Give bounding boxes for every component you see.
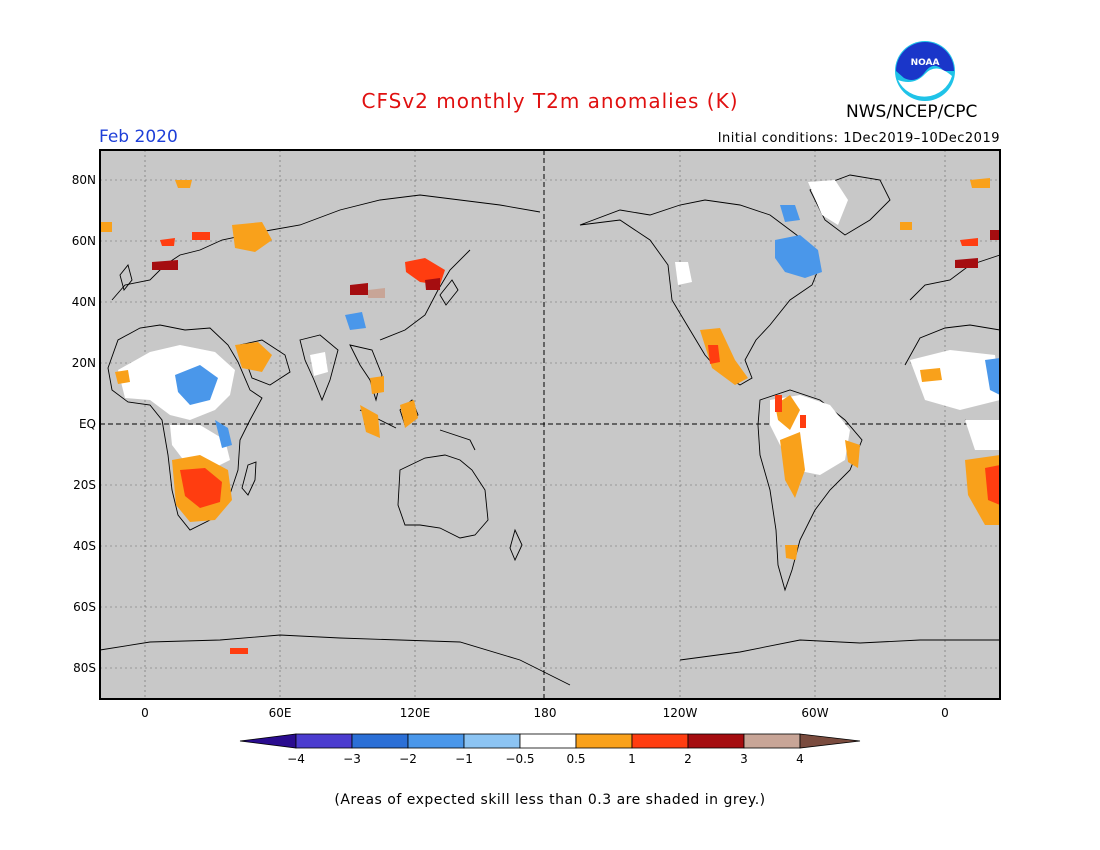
lat-label: 60S: [73, 600, 96, 614]
lat-label: EQ: [78, 417, 96, 431]
colorbar-tick: −3: [343, 752, 361, 766]
lat-label: 20N: [71, 356, 96, 370]
skill-footnote: (Areas of expected skill less than 0.3 a…: [334, 792, 766, 808]
lon-label: 60E: [268, 706, 292, 720]
colorbar-tick: −4: [287, 752, 305, 766]
colorbar-swatch: [295, 733, 353, 749]
colorbar-swatch-low-arrow: [239, 733, 297, 749]
noaa-logo-icon: NOAA: [895, 41, 955, 101]
colorbar-tick: 2: [684, 752, 692, 766]
lon-label: 60W: [801, 706, 829, 720]
lat-label: 40N: [71, 295, 96, 309]
org-label: NWS/NCEP/CPC: [846, 102, 978, 122]
initial-conditions-label: Initial conditions: 1Dec2019–10Dec2019: [717, 131, 1000, 146]
valid-month-label: Feb 2020: [99, 127, 178, 147]
colorbar-tick: −1: [455, 752, 473, 766]
lon-label: 120W: [662, 706, 698, 720]
map-frame: [99, 149, 1001, 700]
lon-label: 180: [533, 706, 557, 720]
colorbar-tick: 4: [796, 752, 804, 766]
lon-label: 0: [941, 706, 949, 720]
colorbar-swatch: [407, 733, 465, 749]
colorbar-tick: −2: [399, 752, 417, 766]
lon-label: 0: [141, 706, 149, 720]
colorbar-tick: −0.5: [505, 752, 535, 766]
colorbar-tick: 1: [628, 752, 636, 766]
lon-label: 120E: [399, 706, 431, 720]
cool-anomaly-regions: [175, 205, 1000, 448]
lat-label: 80S: [73, 661, 96, 675]
colorbar-tick: 3: [740, 752, 748, 766]
colorbar-swatch: [463, 733, 521, 749]
lat-label: 40S: [73, 539, 96, 553]
anomaly-shading: [100, 178, 1000, 654]
noaa-logo-text: NOAA: [911, 58, 940, 68]
map-title: CFSv2 monthly T2m anomalies (K): [361, 89, 739, 113]
colorbar-swatch: [631, 733, 689, 749]
strong-warm-regions: [160, 232, 1000, 654]
colorbar-swatch: [743, 733, 801, 749]
lat-label: 20S: [73, 478, 96, 492]
very-warm-regions: [152, 230, 1000, 295]
map-gridlines: [100, 150, 1000, 699]
colorbar-tick: 0.5: [566, 752, 586, 766]
colorbar-swatch: [575, 733, 633, 749]
colorbar-swatch: [351, 733, 409, 749]
colorbar-swatch: [519, 733, 577, 749]
colorbar: [239, 733, 861, 749]
lat-label: 80N: [71, 173, 96, 187]
colorbar-swatch: [687, 733, 745, 749]
lat-label: 60N: [71, 234, 96, 248]
extreme-warm-regions: [368, 288, 385, 298]
colorbar-swatch-high-arrow: [799, 733, 861, 749]
